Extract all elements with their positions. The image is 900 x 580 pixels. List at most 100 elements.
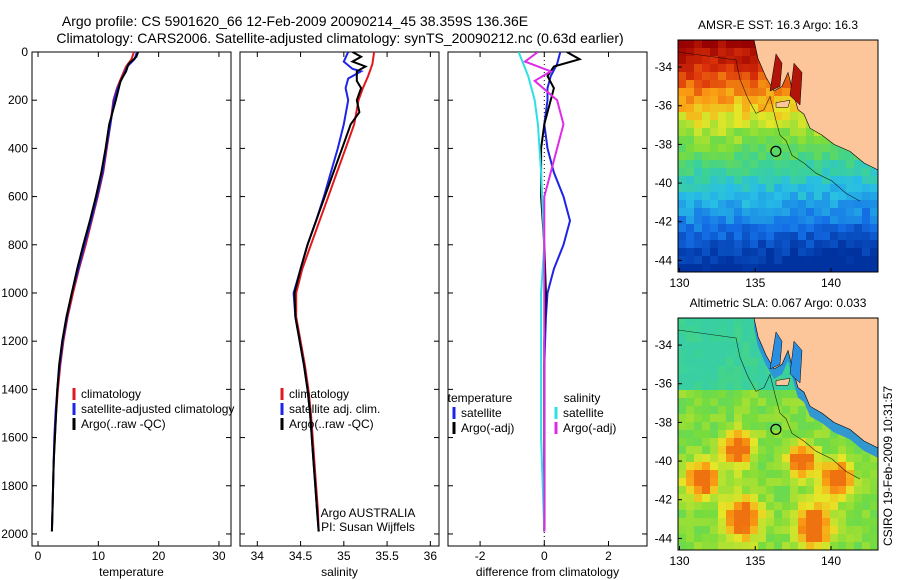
legend-label: Argo(-adj) [563, 421, 616, 435]
map-cell [798, 454, 806, 462]
shelf-band [754, 318, 878, 458]
map-cell [766, 224, 774, 232]
map-cell [846, 446, 854, 454]
map-cell [742, 406, 750, 414]
map-cell [734, 48, 742, 56]
map-cell [734, 382, 742, 390]
map-cell [726, 318, 734, 326]
map-cell [734, 342, 742, 350]
map-cell [694, 374, 702, 382]
map-cell [846, 526, 854, 534]
map-cell [742, 390, 750, 398]
map-cell [734, 240, 742, 248]
map-cell [742, 422, 750, 430]
y-tick-label: -36 [655, 377, 673, 391]
map-cell [678, 326, 686, 334]
map-cell [702, 48, 710, 56]
map-cell [862, 256, 870, 264]
map-cell [742, 64, 750, 72]
map-cell [766, 390, 774, 398]
map-cell [734, 406, 742, 414]
map-cell [718, 398, 726, 406]
map-cell [798, 136, 806, 144]
map-cell [686, 248, 694, 256]
map-cell [798, 240, 806, 248]
map-cell [734, 374, 742, 382]
map-cell [782, 80, 790, 88]
map-cell [726, 136, 734, 144]
map-cell [822, 446, 830, 454]
map-cell [726, 518, 734, 526]
map-cell [710, 446, 718, 454]
map-cell [678, 454, 686, 462]
map-cell [678, 136, 686, 144]
map-cell [726, 176, 734, 184]
map-cell [870, 526, 878, 534]
map-cell [718, 176, 726, 184]
y-tick-label: 0 [21, 45, 28, 59]
map-cell [686, 374, 694, 382]
map-cell [694, 486, 702, 494]
map-cell [678, 542, 686, 550]
map-cell [678, 64, 686, 72]
map-cell [710, 152, 718, 160]
map-cell [758, 96, 766, 104]
map-cell [694, 248, 702, 256]
map-cell [726, 232, 734, 240]
map-cell [734, 494, 742, 502]
map-cell [766, 382, 774, 390]
map-cell [822, 216, 830, 224]
map-cell [678, 40, 686, 48]
map-cell [718, 390, 726, 398]
map-cell [710, 80, 718, 88]
map-cell [854, 232, 862, 240]
map-cell [678, 248, 686, 256]
map-cell [758, 248, 766, 256]
map-cell [790, 438, 798, 446]
map-cell [686, 168, 694, 176]
map-cell [702, 120, 710, 128]
map-cell [734, 232, 742, 240]
map-cell [734, 486, 742, 494]
map-cell [750, 48, 758, 56]
map-cell [710, 510, 718, 518]
map-cell [750, 136, 758, 144]
legend-label: satellite-adjusted climatology [81, 402, 234, 416]
map-cell [790, 470, 798, 478]
map-cell [862, 510, 870, 518]
map-cell [702, 398, 710, 406]
map-cell [806, 240, 814, 248]
map-cell [862, 184, 870, 192]
map-cell [774, 494, 782, 502]
map-cell [830, 526, 838, 534]
map-cell [718, 104, 726, 112]
map-cell [798, 232, 806, 240]
map-cell [798, 518, 806, 526]
map-cell [782, 248, 790, 256]
map-cell [790, 446, 798, 454]
map-cell [758, 438, 766, 446]
map-cell [718, 232, 726, 240]
map-cell [774, 88, 782, 96]
map-cell [718, 56, 726, 64]
map-cell [822, 248, 830, 256]
map-cell [678, 446, 686, 454]
map-cell [798, 534, 806, 542]
map-cell [798, 120, 806, 128]
map-cell [678, 382, 686, 390]
map-cell [678, 342, 686, 350]
map-cell [798, 184, 806, 192]
map-cell [702, 470, 710, 478]
map-cell [750, 518, 758, 526]
map-cell [830, 200, 838, 208]
map-cell [758, 184, 766, 192]
map-cell [766, 470, 774, 478]
map-cell [758, 470, 766, 478]
map-cell [806, 462, 814, 470]
map-cell [830, 256, 838, 264]
x-tick-label: 140 [821, 554, 841, 568]
map-cell [734, 152, 742, 160]
map-cell [814, 192, 822, 200]
y-tick-label: 200 [8, 93, 28, 107]
map-cell [782, 470, 790, 478]
